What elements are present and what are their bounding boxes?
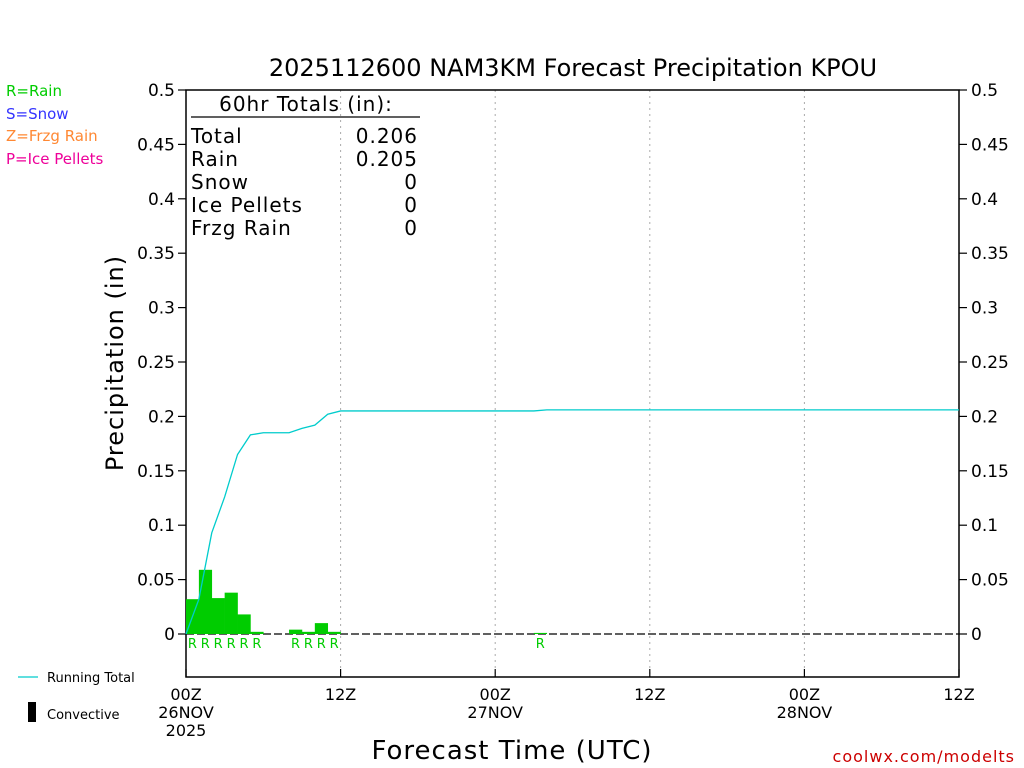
precip-type-letter: R [304, 637, 313, 652]
totals-row-label: Rain [191, 147, 239, 171]
x-tick-label: 12Z [634, 685, 665, 704]
y-tick-label-left: 0.4 [148, 190, 175, 210]
precip-bar [327, 631, 341, 634]
precip-type-letter: R [214, 637, 223, 652]
y-tick-label-right: 0.35 [971, 244, 1009, 264]
y-tick-label-right: 0.4 [971, 190, 998, 210]
y-tick-label-left: 0.35 [137, 244, 175, 264]
y-axis-right: 0 0.05 0.1 0.15 0.2 0.25 0.3 0.35 0.4 0.45 0.5 [959, 81, 1009, 645]
convective-legend-swatch [28, 702, 36, 722]
legend-snow: S=Snow [6, 105, 69, 123]
precip-type-letter: R [536, 637, 545, 652]
precip-type-letter: R [252, 637, 261, 652]
legend-frzg-rain: Z=Frzg Rain [6, 127, 98, 145]
y-tick-label-right: 0.05 [971, 571, 1009, 591]
totals-box: 60hr Totals (in): Total 0.206 Rain 0.205 Sno… [190, 92, 420, 240]
x-tick-label: 12Z [943, 685, 974, 704]
y-tick-label-left: 0.05 [137, 571, 175, 591]
totals-row-label: Ice Pellets [191, 193, 303, 217]
x-gridlines [340, 90, 805, 677]
totals-row-label: Frzg Rain [191, 216, 292, 240]
totals-heading: 60hr Totals (in): [219, 92, 393, 116]
y-tick-label-left: 0.1 [148, 516, 175, 536]
legend-running-total: Running Total [47, 671, 135, 686]
y-tick-label-left: 0.5 [148, 81, 175, 101]
precip-type-letter: R [330, 637, 339, 652]
y-tick-label-right: 0.15 [971, 462, 1009, 482]
y-tick-label-left: 0.15 [137, 462, 175, 482]
x-tick-label: 2025 [166, 721, 207, 740]
plot-frame [185, 89, 960, 678]
y-tick-label-left: 0.2 [148, 407, 175, 427]
x-tick-label: 00Z [170, 685, 201, 704]
y-tick-label-right: 0.5 [971, 81, 998, 101]
precip-bar [237, 614, 251, 634]
y-tick-label-right: 0.25 [971, 353, 1009, 373]
totals-row-label: Snow [191, 170, 249, 194]
precip-bar [301, 631, 316, 634]
x-tick-label: 28NOV [777, 703, 833, 722]
legend-ice-pellets: P=Ice Pellets [6, 150, 103, 168]
precip-bar [224, 592, 238, 634]
y-axis-left: 0 0.05 0.1 0.15 0.2 0.25 0.3 0.35 0.4 0.45 0.5 [137, 81, 186, 645]
watermark: coolwx.com/modelts [833, 747, 1015, 766]
precip-type-letter: R [227, 637, 236, 652]
series-legend: Running Total Convective [18, 671, 135, 723]
totals-row-value: 0.205 [356, 147, 418, 171]
precip-bar [289, 629, 303, 634]
y-tick-label-left: 0.25 [137, 353, 175, 373]
legend-rain: R=Rain [6, 82, 62, 100]
totals-row-value: 0 [404, 170, 418, 194]
precip-bar [533, 632, 548, 634]
precip-bar [314, 623, 329, 634]
y-tick-label-right: 0.1 [971, 516, 998, 536]
legend-convective: Convective [47, 708, 120, 723]
y-tick-label-right: 0.3 [971, 299, 998, 319]
totals-row-value: 0 [404, 193, 418, 217]
x-tick-label: 00Z [480, 685, 511, 704]
y-tick-label-left: 0.45 [137, 135, 175, 155]
precip-type-letter: R [188, 637, 197, 652]
y-tick-label-left: 0 [164, 625, 175, 645]
x-tick-label: 26NOV [158, 703, 214, 722]
totals-row-value: 0.206 [356, 124, 418, 148]
precip-bar [250, 631, 264, 634]
y-axis-title: Precipitation (in) [101, 255, 129, 471]
hourly-precip-bars [186, 569, 548, 634]
totals-row-label: Total [190, 124, 243, 148]
y-tick-label-right: 0.45 [971, 135, 1009, 155]
precip-bar [198, 569, 213, 634]
x-axis-title: Forecast Time (UTC) [371, 736, 652, 766]
y-tick-label-right: 0 [971, 625, 982, 645]
precip-type-legend: R=Rain S=Snow Z=Frzg Rain P=Ice Pellets [6, 82, 103, 168]
precip-type-letter: R [317, 637, 326, 652]
precip-bar [211, 598, 225, 634]
chart-title: 2025112600 NAM3KM Forecast Precipitation… [269, 54, 877, 82]
y-tick-label-right: 0.2 [971, 407, 998, 427]
totals-row-value: 0 [404, 216, 418, 240]
x-tick-label: 27NOV [467, 703, 523, 722]
precip-type-letter: R [239, 637, 248, 652]
x-tick-label: 00Z [789, 685, 820, 704]
precip-type-letter: R [201, 637, 210, 652]
running-total-line [185, 409, 959, 635]
x-tick-label: 12Z [325, 685, 356, 704]
y-tick-label-left: 0.3 [148, 299, 175, 319]
precip-type-letter: R [291, 637, 300, 652]
